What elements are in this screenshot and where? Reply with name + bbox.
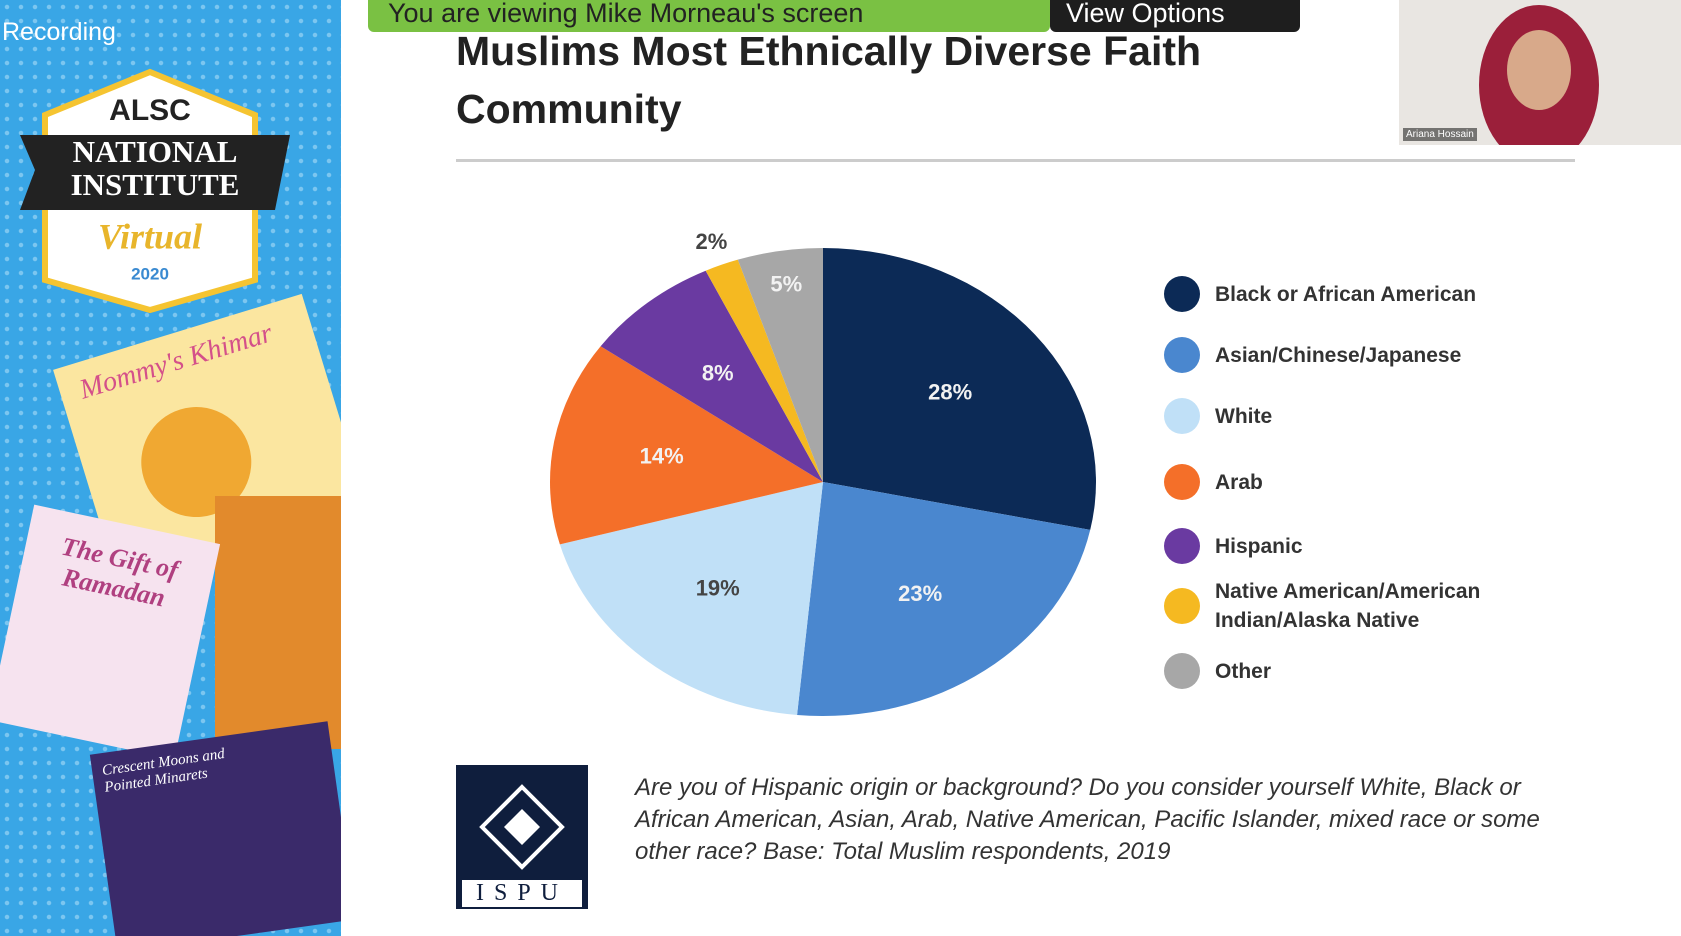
data-label: 5% <box>770 271 802 296</box>
participant-name: Ariana Hossain <box>1403 128 1477 141</box>
footnote: Are you of Hispanic origin or background… <box>635 774 1540 865</box>
sidebar-art: ALSC NATIONAL INSTITUTE Virtual 2020 Mom… <box>0 68 341 936</box>
data-label: 8% <box>702 360 734 385</box>
pie-slice <box>550 346 823 545</box>
pie-slice <box>600 270 823 482</box>
chart-title: Muslims Most Ethnically Diverse Faith Co… <box>456 28 1202 132</box>
pie-slice <box>823 248 1096 530</box>
participant-video: Ariana Hossain <box>1399 0 1681 165</box>
legend-swatch <box>1164 528 1200 564</box>
data-label: 19% <box>696 575 740 600</box>
pie-slice <box>705 259 823 482</box>
badge-main-box: NATIONAL INSTITUTE <box>70 135 240 202</box>
sidebar: Recording ALSC NATIONAL INSTITUTE Virtua… <box>0 0 341 936</box>
logo-text: ISPU <box>462 880 582 907</box>
badge-top: ALSC <box>109 94 191 127</box>
participant-silhouette <box>1479 5 1599 165</box>
view-options-button[interactable]: View Options <box>1050 0 1300 32</box>
legend-label: Black or African American <box>1215 282 1477 306</box>
data-label: 28% <box>928 379 972 404</box>
pie-slice <box>797 482 1091 716</box>
legend-swatch <box>1164 337 1200 373</box>
logo-mark <box>479 784 565 870</box>
legend-label: Other <box>1215 659 1272 683</box>
legend-swatch <box>1164 653 1200 689</box>
ispu-logo: ISPU <box>456 765 588 909</box>
legend-swatch <box>1164 588 1200 624</box>
badge-main: NATIONAL INSTITUTE <box>70 135 240 202</box>
legend-swatch <box>1164 276 1200 312</box>
title-rule <box>456 159 1575 162</box>
data-label: 2% <box>695 229 727 254</box>
legend-label: Asian/Chinese/Japanese <box>1215 343 1462 367</box>
data-label: 14% <box>640 443 684 468</box>
pie-chart: 28% 23% 19% 14% 8% 2% 5% <box>550 229 1096 716</box>
screen-share-banner: You are viewing Mike Morneau's screen <box>368 0 1050 32</box>
data-label: 23% <box>898 581 942 606</box>
pie-slice <box>559 482 823 715</box>
badge-sub: Virtual <box>98 216 202 256</box>
legend-swatch <box>1164 398 1200 434</box>
legend-label: Native American/American Indian/Alaska N… <box>1215 580 1481 632</box>
recording-label: Recording <box>2 18 116 46</box>
pie-slice <box>737 248 823 482</box>
legend-swatch <box>1164 464 1200 500</box>
legend-label: White <box>1215 404 1273 428</box>
legend-label: Arab <box>1215 470 1263 494</box>
badge-year: 2020 <box>131 264 169 283</box>
legend-label: Hispanic <box>1215 534 1303 558</box>
